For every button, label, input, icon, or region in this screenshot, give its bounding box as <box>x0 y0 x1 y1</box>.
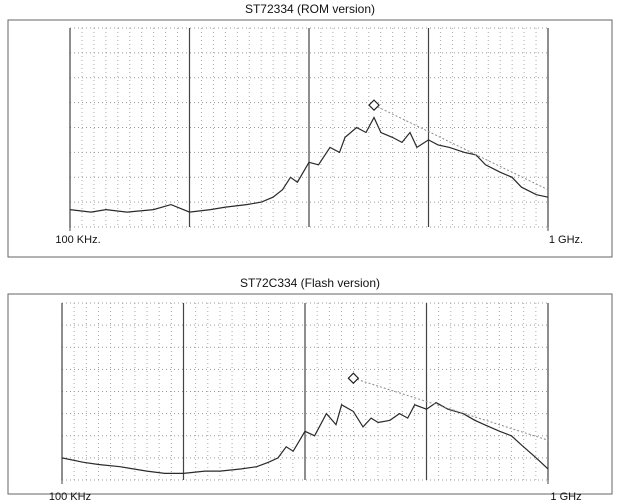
peak-marker <box>368 99 380 111</box>
chart-title: ST72334 (ROM version) <box>245 2 375 16</box>
chart-title: ST72C334 (Flash version) <box>240 276 380 290</box>
x-tick-label: 1 GHz. <box>549 234 583 246</box>
plot-frame <box>7 293 613 495</box>
peak-marker <box>347 372 360 385</box>
x-tick-label: 1 GHz <box>550 491 581 502</box>
spectrum-trace <box>61 401 549 474</box>
limit-line <box>373 104 549 191</box>
x-tick-label: 100 KHz. <box>55 234 100 246</box>
x-tick-label: 100 KHz <box>49 491 91 502</box>
plot-frame <box>7 19 613 258</box>
spectrum-trace <box>69 116 549 213</box>
